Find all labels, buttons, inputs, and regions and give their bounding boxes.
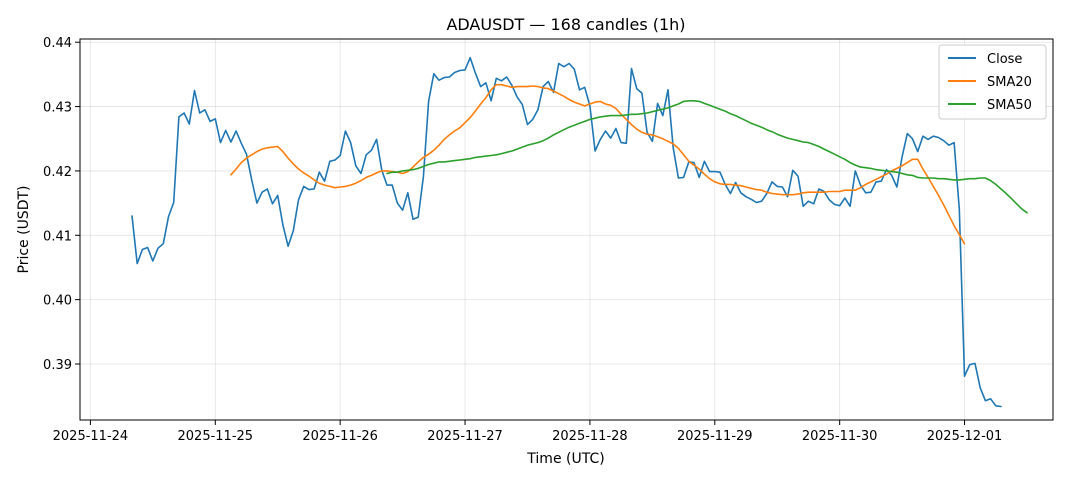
series-layer — [131, 56, 1028, 408]
legend: Close SMA20 SMA50 — [938, 44, 1047, 120]
x-tick-label: 2025-11-28 — [552, 429, 628, 444]
x-tick-label: 2025-11-25 — [178, 429, 254, 444]
x-tick-label: 2025-12-01 — [927, 429, 1003, 444]
x-tick-label: 2025-11-29 — [677, 429, 753, 444]
x-axis: 2025-11-24 2025-11-25 2025-11-26 2025-11-27… — [53, 420, 1003, 444]
legend-box — [938, 44, 1047, 120]
series-line-sma50 — [386, 100, 1028, 214]
legend-label-sma20: SMA20 — [987, 75, 1032, 90]
x-axis-label: Time (UTC) — [526, 451, 604, 467]
plot-frame — [79, 38, 1054, 421]
x-tick-label: 2025-11-24 — [53, 429, 129, 444]
y-tick-label: 0.43 — [43, 101, 72, 116]
y-tick-label: 0.39 — [43, 358, 72, 373]
y-tick-label: 0.42 — [43, 165, 72, 180]
x-tick-label: 2025-11-26 — [302, 429, 378, 444]
x-tick-label: 2025-11-30 — [802, 429, 878, 444]
grid-lines — [80, 39, 1053, 420]
y-axis-label: Price (USDT) — [16, 186, 32, 274]
series-line-close — [131, 56, 1002, 408]
legend-label-sma50: SMA50 — [987, 98, 1032, 113]
y-tick-label: 0.40 — [43, 294, 72, 309]
y-tick-label: 0.44 — [43, 36, 72, 51]
legend-label-close: Close — [987, 52, 1022, 67]
series-line-sma20 — [230, 83, 966, 245]
chart-title: ADAUSDT — 168 candles (1h) — [446, 15, 685, 34]
x-tick-label: 2025-11-27 — [427, 429, 503, 444]
y-tick-label: 0.41 — [43, 229, 72, 244]
y-axis: 0.39 0.40 0.41 0.42 0.43 0.44 — [43, 36, 80, 373]
